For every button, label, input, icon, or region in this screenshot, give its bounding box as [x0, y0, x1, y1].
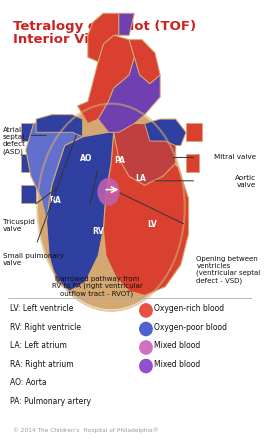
Ellipse shape	[140, 322, 152, 336]
Text: Tricuspid
valve: Tricuspid valve	[2, 219, 35, 232]
Text: AO: Aorta: AO: Aorta	[10, 378, 47, 387]
Text: RA: Right atrium: RA: Right atrium	[10, 360, 74, 369]
Ellipse shape	[140, 341, 152, 354]
Polygon shape	[186, 123, 202, 141]
Polygon shape	[26, 119, 83, 220]
Polygon shape	[129, 40, 160, 84]
Text: Mixed blood: Mixed blood	[154, 341, 200, 350]
Polygon shape	[78, 35, 134, 123]
Text: Narrowed pathway from
RV to PA (right ventricular
outflow tract - RVOT): Narrowed pathway from RV to PA (right ve…	[51, 276, 142, 297]
Text: Oxygen-rich blood: Oxygen-rich blood	[154, 304, 224, 313]
Ellipse shape	[98, 179, 119, 205]
Ellipse shape	[39, 106, 183, 309]
Ellipse shape	[140, 359, 152, 373]
Text: PA: Pulmonary artery: PA: Pulmonary artery	[10, 397, 91, 406]
Text: LA: LA	[135, 174, 146, 183]
Text: RA: RA	[49, 196, 61, 205]
Text: Atrial
septal
defect
(ASD): Atrial septal defect (ASD)	[2, 127, 26, 155]
Text: RV: Right ventricle: RV: Right ventricle	[10, 323, 81, 332]
Text: Oxygen-poor blood: Oxygen-poor blood	[154, 323, 227, 332]
Polygon shape	[114, 123, 176, 185]
Polygon shape	[36, 115, 83, 137]
Text: Tetralogy of Fallot (TOF): Tetralogy of Fallot (TOF)	[13, 20, 196, 33]
Polygon shape	[119, 13, 134, 35]
Text: © 2014 The Children's  Hospital of Philadelphia®: © 2014 The Children's Hospital of Philad…	[13, 427, 159, 433]
Polygon shape	[186, 154, 199, 172]
Text: LV: LV	[147, 220, 157, 229]
Text: AO: AO	[80, 154, 93, 163]
Text: Mitral valve: Mitral valve	[214, 153, 256, 160]
Polygon shape	[21, 123, 39, 141]
Text: Mixed blood: Mixed blood	[154, 360, 200, 369]
Text: Aortic
valve: Aortic valve	[235, 175, 256, 188]
Text: PA: PA	[115, 157, 126, 165]
Polygon shape	[98, 57, 160, 132]
Text: LV: Left ventricle: LV: Left ventricle	[10, 304, 74, 313]
Polygon shape	[103, 128, 188, 295]
Text: LA: Left atrium: LA: Left atrium	[10, 341, 67, 350]
Polygon shape	[145, 119, 186, 146]
Polygon shape	[21, 185, 36, 203]
Text: Small pulmonary
valve: Small pulmonary valve	[2, 253, 64, 266]
Text: RV: RV	[92, 227, 104, 236]
Polygon shape	[21, 154, 39, 172]
Polygon shape	[47, 132, 114, 291]
Polygon shape	[88, 13, 119, 62]
Ellipse shape	[140, 304, 152, 317]
Text: Opening between
ventricles
(ventricular septal
defect - VSD): Opening between ventricles (ventricular …	[196, 256, 261, 284]
Text: Interior View: Interior View	[13, 33, 110, 45]
